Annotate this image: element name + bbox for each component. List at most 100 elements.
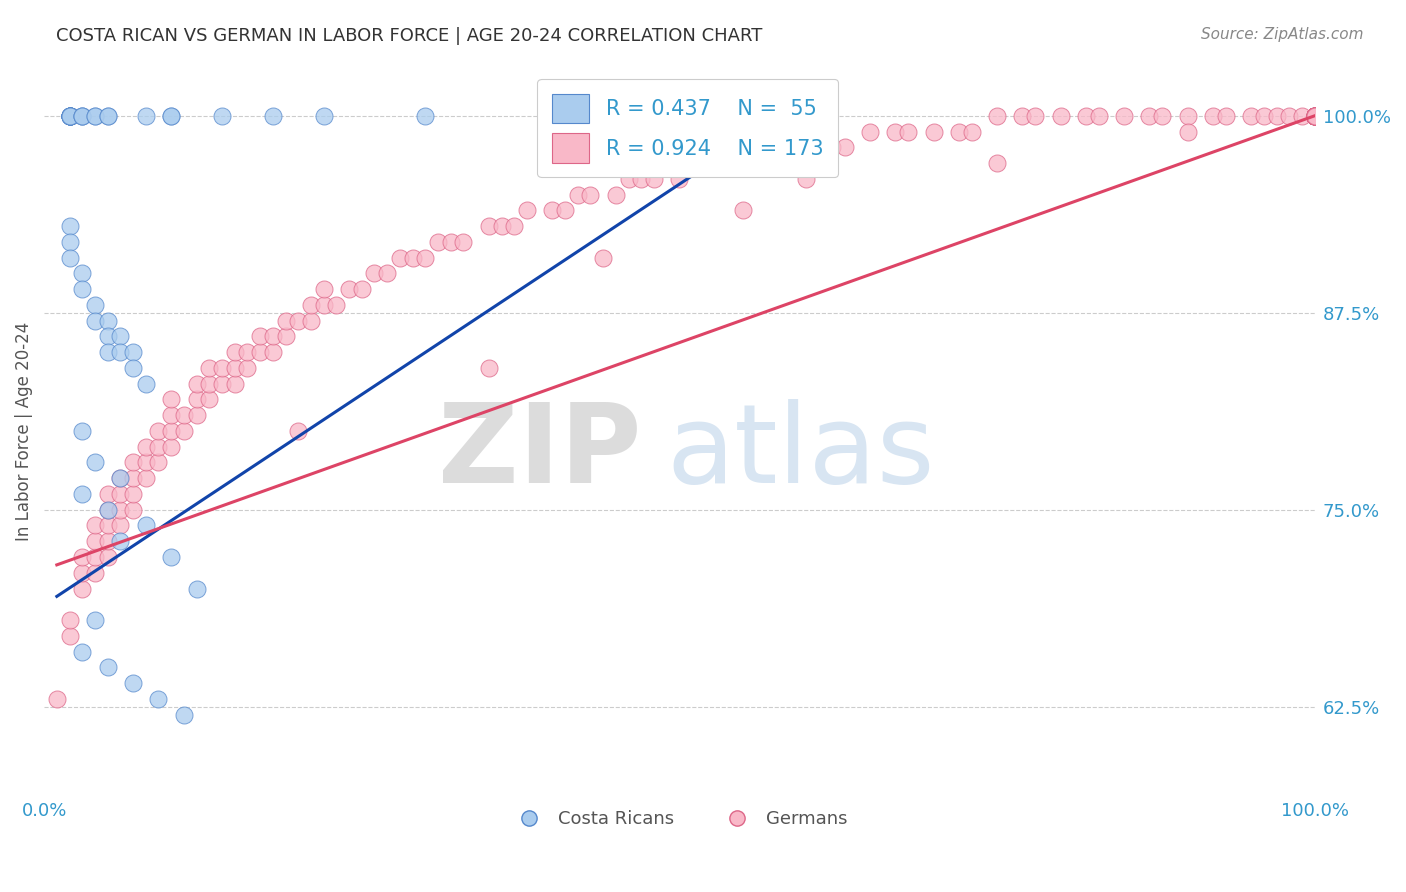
Point [198,360,221,375]
Point [413,251,436,265]
Point [122,455,145,469]
Point [388,251,411,265]
Point [58,109,80,123]
Point [58,251,80,265]
Point [1303,109,1326,123]
Point [1024,109,1046,123]
Point [1303,109,1326,123]
Point [770,140,793,154]
Point [1215,109,1237,123]
Point [70,566,93,580]
Point [554,203,576,218]
Point [427,235,450,249]
Point [363,266,385,280]
Point [160,440,183,454]
Point [84,455,107,469]
Point [312,298,335,312]
Point [1303,109,1326,123]
Point [1278,109,1301,123]
Point [796,109,818,123]
Point [84,518,107,533]
Y-axis label: In Labor Force | Age 20-24: In Labor Force | Age 20-24 [15,321,32,541]
Point [274,329,297,343]
Point [135,455,157,469]
Point [1303,109,1326,123]
Point [478,219,501,233]
Point [1303,109,1326,123]
Point [1303,109,1326,123]
Point [1303,109,1326,123]
Point [148,691,170,706]
Point [84,109,107,123]
Point [731,156,754,170]
Point [186,376,208,391]
Point [1139,109,1161,123]
Point [173,424,195,438]
Point [1087,109,1109,123]
Point [884,124,907,138]
Point [1303,109,1326,123]
Point [1303,109,1326,123]
Point [58,109,80,123]
Point [1253,109,1275,123]
Point [440,235,463,249]
Point [922,124,945,138]
Point [160,109,183,123]
Point [1303,109,1326,123]
Point [1303,109,1326,123]
Point [960,124,983,138]
Point [249,329,271,343]
Point [97,534,120,549]
Point [186,408,208,422]
Point [148,424,170,438]
Point [262,329,284,343]
Point [756,140,779,154]
Point [160,408,183,422]
Point [110,329,132,343]
Point [122,360,145,375]
Point [262,109,284,123]
Point [1303,109,1326,123]
Point [97,502,120,516]
Point [84,313,107,327]
Point [70,424,93,438]
Point [630,171,652,186]
Point [1303,109,1326,123]
Point [796,171,818,186]
Point [84,298,107,312]
Point [70,282,93,296]
Point [211,376,233,391]
Point [160,392,183,407]
Point [1265,109,1288,123]
Point [312,109,335,123]
Point [1303,109,1326,123]
Point [97,660,120,674]
Point [1303,109,1326,123]
Point [262,345,284,359]
Point [110,471,132,485]
Point [1303,109,1326,123]
Point [173,408,195,422]
Point [1074,109,1097,123]
Point [70,549,93,564]
Point [821,140,844,154]
Point [160,109,183,123]
Point [579,187,602,202]
Point [897,124,920,138]
Point [287,424,309,438]
Text: ZIP: ZIP [437,400,641,506]
Point [1303,109,1326,123]
Point [148,440,170,454]
Point [350,282,373,296]
Point [110,518,132,533]
Point [122,502,145,516]
Point [110,534,132,549]
Point [122,471,145,485]
Point [70,109,93,123]
Point [122,487,145,501]
Point [274,313,297,327]
Point [1177,109,1199,123]
Point [70,487,93,501]
Point [1303,109,1326,123]
Point [287,313,309,327]
